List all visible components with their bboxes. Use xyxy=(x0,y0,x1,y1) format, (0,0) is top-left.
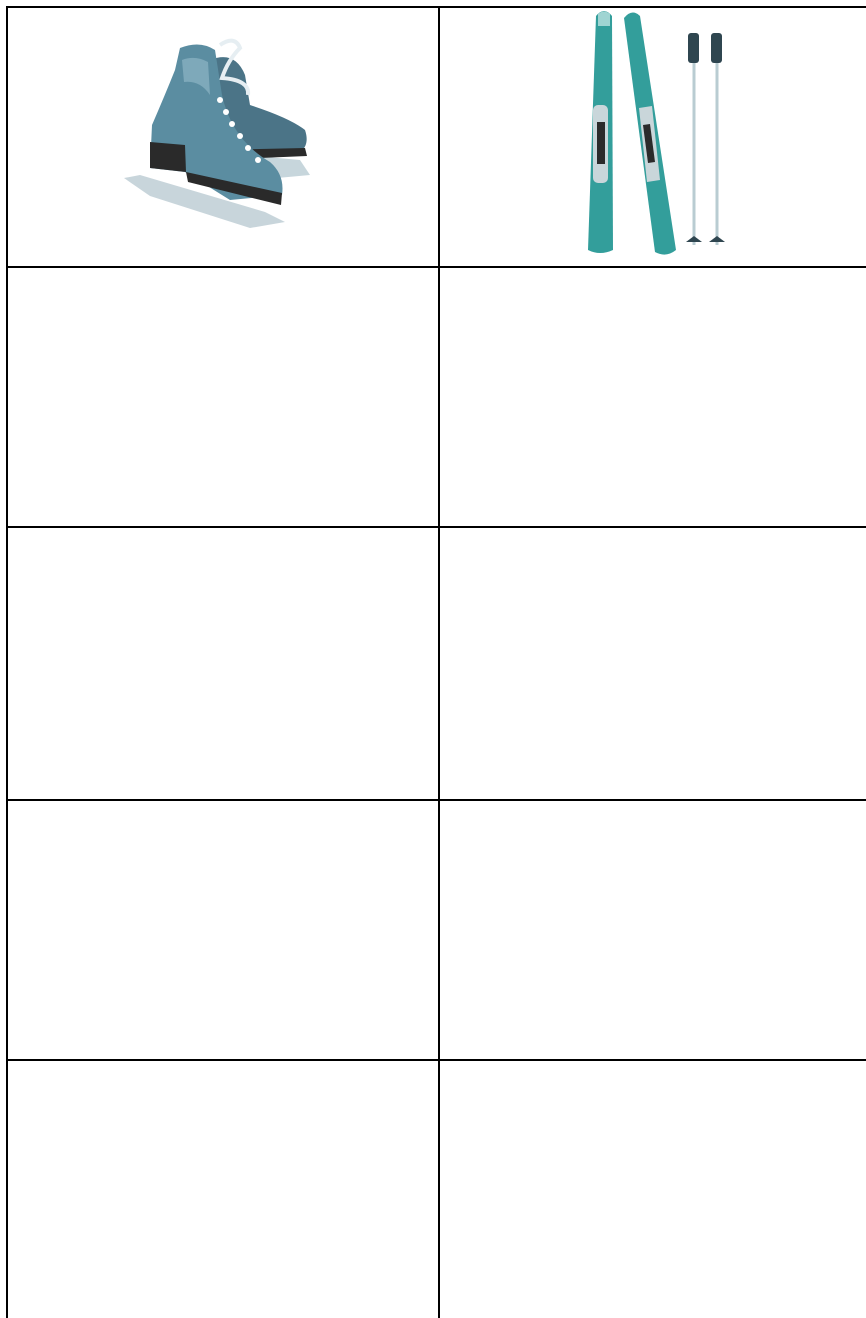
skis-image xyxy=(588,11,725,255)
page: (() => { const data = JSON.parse(documen… xyxy=(0,0,866,1318)
table-grid xyxy=(7,6,866,1318)
table xyxy=(0,0,866,1318)
ice-skates-image xyxy=(124,41,310,228)
